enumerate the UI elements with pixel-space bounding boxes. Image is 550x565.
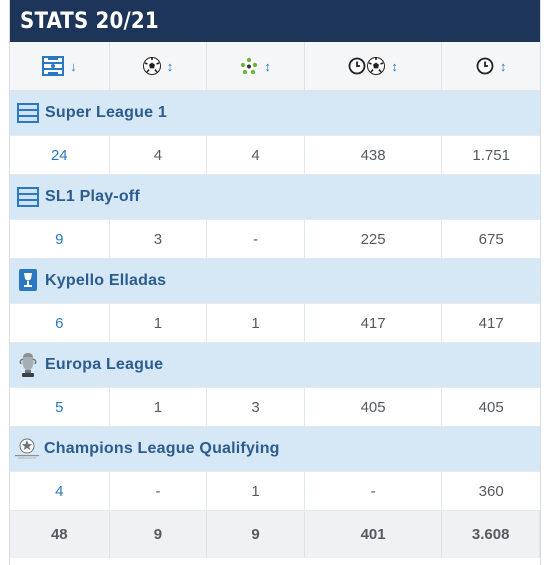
appearances-value[interactable]: 24	[10, 136, 110, 174]
stats-row: 5 1 3 405 405	[10, 388, 540, 427]
competition-name[interactable]: Champions League Qualifying	[44, 440, 280, 457]
appearances-value[interactable]: 4	[10, 472, 110, 510]
competition-name[interactable]: Kypello Elladas	[45, 272, 167, 289]
assists-value: 3	[207, 388, 305, 426]
stats-title: STATS 20/21	[20, 8, 159, 34]
clock-icon	[476, 57, 494, 75]
minutes-played-value: 1.751	[472, 146, 510, 164]
pitch-icon	[42, 56, 65, 76]
header-goals[interactable]: ↕	[110, 42, 208, 90]
assist-icon	[240, 57, 259, 75]
competition-row-super-league-1[interactable]: Super League 1	[10, 91, 540, 136]
header-appearances[interactable]: ↓	[10, 42, 110, 90]
minutes-per-goal-value: 417	[305, 304, 443, 342]
competition-name[interactable]: Super League 1	[45, 104, 167, 121]
goals-value: -	[110, 472, 208, 510]
assists-value: -	[207, 220, 305, 258]
league-logo-icon	[17, 184, 39, 210]
goals-value: 4	[110, 136, 208, 174]
competition-row-champions-league-qualifying[interactable]: Champions League Qualifying	[10, 427, 540, 472]
stats-panel: STATS 20/21 ↓ ↕	[9, 0, 541, 565]
goals-value: 1	[110, 388, 208, 426]
stats-row: 9 3 - 225 675	[10, 220, 540, 259]
competition-name[interactable]: Europa League	[45, 356, 164, 373]
europa-trophy-icon	[17, 352, 39, 378]
assists-value: 4	[207, 136, 305, 174]
assists-value: 1	[207, 304, 305, 342]
total-appearances: 48	[10, 511, 110, 558]
minutes-played-value: 417	[478, 314, 504, 332]
appearances-value[interactable]: 9	[10, 220, 110, 258]
minutes-per-goal-value: -	[305, 472, 443, 510]
sort-desc-icon: ↓	[70, 58, 77, 74]
ball-icon	[142, 57, 161, 75]
total-goals: 9	[110, 511, 208, 558]
sort-icon: ↕	[166, 58, 174, 74]
sort-icon: ↕	[264, 58, 271, 74]
clock-ball-icon	[348, 57, 386, 75]
goals-value: 3	[110, 220, 208, 258]
competition-row-kypello-elladas[interactable]: Kypello Elladas	[10, 259, 540, 304]
sort-icon: ↕	[391, 58, 398, 74]
stats-header-row: ↓ ↕ ↕	[10, 42, 540, 91]
header-minutes-played[interactable]: ↕	[442, 42, 540, 90]
appearances-value[interactable]: 6	[10, 304, 110, 342]
assists-value: 1	[207, 472, 305, 510]
sort-icon: ↕	[499, 58, 507, 74]
cup-logo-icon	[17, 268, 39, 294]
total-minutes-played: 3.608	[442, 511, 540, 558]
competition-row-europa-league[interactable]: Europa League	[10, 343, 540, 388]
stats-title-bar: STATS 20/21	[10, 0, 540, 42]
header-minutes-per-goal[interactable]: ↕	[305, 42, 443, 90]
league-logo-icon	[17, 100, 39, 126]
minutes-per-goal-value: 405	[305, 388, 443, 426]
minutes-played-value: 405	[478, 398, 504, 416]
stats-row: 6 1 1 417 417	[10, 304, 540, 343]
stats-row: 4 - 1 - 360	[10, 472, 540, 511]
total-assists: 9	[207, 511, 305, 558]
minutes-played-value: 360	[478, 482, 504, 500]
appearances-value[interactable]: 5	[10, 388, 110, 426]
total-minutes-per-goal: 401	[305, 511, 443, 558]
stats-row: 24 4 4 438 1.751	[10, 136, 540, 175]
minutes-per-goal-value: 225	[305, 220, 443, 258]
goals-value: 1	[110, 304, 208, 342]
minutes-played-value: 675	[478, 230, 504, 248]
header-assists[interactable]: ↕	[207, 42, 305, 90]
minutes-per-goal-value: 438	[305, 136, 443, 174]
competition-row-sl1-play-off[interactable]: SL1 Play-off	[10, 175, 540, 220]
champions-league-icon	[14, 436, 40, 462]
totals-row: 48 9 9 401 3.608	[10, 511, 540, 558]
competition-name[interactable]: SL1 Play-off	[45, 188, 140, 205]
